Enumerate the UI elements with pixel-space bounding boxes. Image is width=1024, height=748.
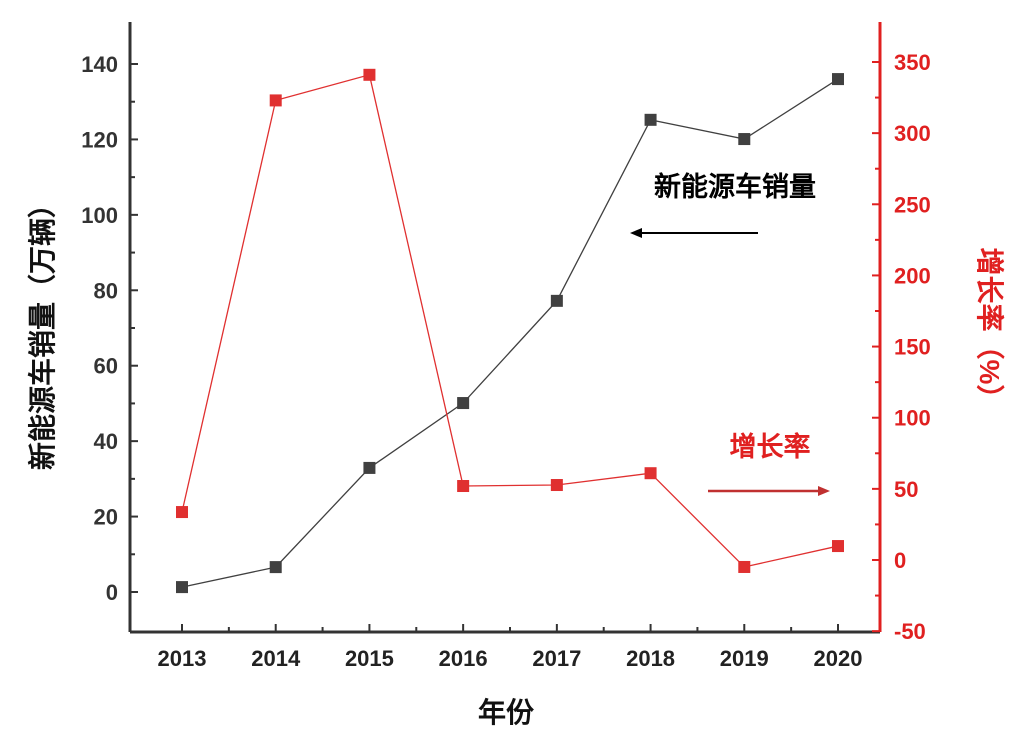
data-point-right — [738, 560, 751, 573]
x-tick-label: 2015 — [345, 646, 394, 671]
data-point-right — [457, 480, 470, 493]
x-tick-label: 2019 — [720, 646, 769, 671]
x-tick-label: 2014 — [251, 646, 301, 671]
arrow-right-icon — [708, 486, 830, 496]
data-point-left — [738, 133, 751, 146]
y-left-tick-label: 20 — [94, 505, 118, 530]
x-tick-label: 2020 — [814, 646, 863, 671]
data-point-left — [176, 581, 188, 594]
data-point-left — [269, 561, 282, 574]
y-left-tick-label: 120 — [81, 127, 118, 152]
x-tick-label: 2018 — [626, 646, 675, 671]
annotation-sales: 新能源车销量 — [654, 171, 816, 202]
y-right-tick-label: 350 — [894, 50, 931, 75]
y-left-tick-label: 60 — [94, 354, 118, 379]
y-right-tick-label: 300 — [894, 121, 931, 146]
series-line-left — [181, 78, 839, 588]
data-point-left — [457, 397, 470, 410]
data-point-right — [832, 540, 844, 553]
y-axis-right-label: 增长率（%） — [974, 248, 1006, 413]
data-point-left — [363, 461, 376, 474]
data-point-right — [363, 68, 376, 81]
y-right-tick-label: -50 — [894, 619, 926, 644]
x-tick-label: 2016 — [439, 646, 488, 671]
y-right-tick-label: 200 — [894, 263, 931, 288]
y-right-tick-label: 0 — [894, 548, 906, 573]
y-left-tick-label: 40 — [94, 429, 118, 454]
x-tick-label: 2013 — [158, 646, 207, 671]
y-left-tick-label: 80 — [94, 278, 118, 303]
series-line-right — [181, 73, 839, 568]
data-point-left — [644, 113, 657, 126]
x-axis-label: 年份 — [478, 696, 534, 728]
y-left-tick-label: 0 — [106, 580, 118, 605]
y-right-tick-label: 50 — [894, 477, 918, 502]
y-left-tick-label: 100 — [81, 203, 118, 228]
annotation-growth: 增长率 — [730, 431, 811, 462]
arrow-left-icon — [630, 228, 758, 238]
y-left-tick-label: 140 — [81, 52, 118, 77]
y-right-tick-label: 250 — [894, 192, 931, 217]
x-tick-label: 2017 — [532, 646, 581, 671]
y-axis-left-label: 新能源车销量（万辆） — [26, 190, 58, 470]
data-point-right — [550, 479, 563, 492]
y-right-tick-label: 100 — [894, 406, 931, 431]
data-point-right — [269, 94, 282, 107]
data-point-right — [176, 506, 188, 519]
data-point-left — [550, 294, 563, 307]
y-right-tick-label: 150 — [894, 335, 931, 360]
data-point-right — [644, 467, 657, 480]
data-point-left — [832, 73, 844, 86]
